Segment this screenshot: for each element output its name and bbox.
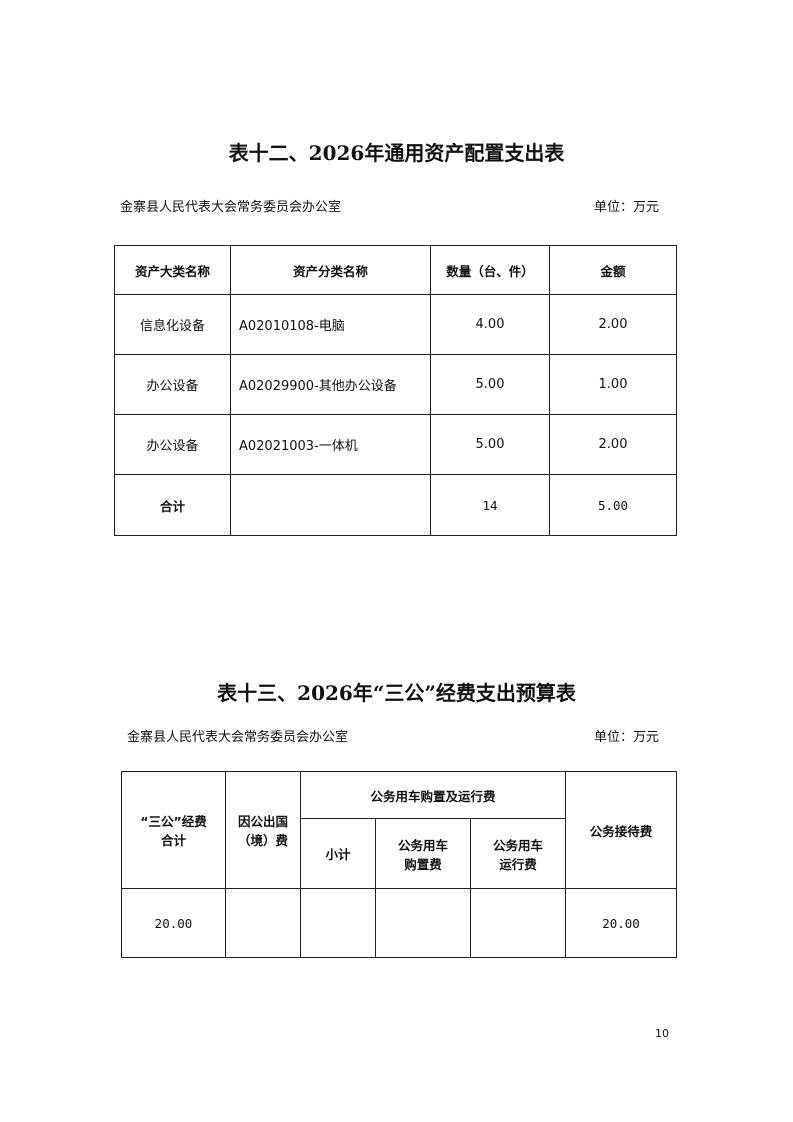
cell: A02029900-其他办公设备	[230, 354, 431, 415]
cell: A02021003-一体机	[230, 414, 431, 475]
table-subheader-row: 小计 公务用车购置费 公务用车运行费	[122, 818, 677, 889]
header-cell: 公务接待费	[565, 771, 678, 889]
cell: 20.00	[121, 888, 226, 958]
three-public-expense-table: “三公”经费合计 因公出国（境）费 公务用车购置及运行费 公务接待费 小计 公务…	[121, 771, 678, 958]
cell: 14	[430, 474, 550, 536]
table-header-row: 资产大类名称 资产分类名称 数量（台、件） 金额	[114, 245, 677, 295]
asset-table: 资产大类名称 资产分类名称 数量（台、件） 金额 信息化设备 A02010108…	[114, 245, 677, 536]
table13-title: 表十三、2026年“三公”经费支出预算表	[217, 681, 576, 705]
table-row: 20.00 20.00	[121, 888, 678, 958]
table13-unit: 单位：万元	[594, 730, 660, 745]
header-cell: 公务用车购置费	[375, 818, 471, 889]
cell: 办公设备	[114, 414, 231, 475]
cell	[375, 888, 471, 958]
cell: 2.00	[549, 414, 677, 475]
cell: 1.00	[549, 354, 677, 415]
table-row: 办公设备 A02021003-一体机 5.00 2.00	[114, 414, 677, 475]
table12-org: 金寨县人民代表大会常务委员会办公室	[120, 200, 342, 215]
header-cell: 数量（台、件）	[430, 245, 550, 295]
cell: 办公设备	[114, 354, 231, 415]
header-cell: 资产大类名称	[114, 245, 231, 295]
table-row: 办公设备 A02029900-其他办公设备 5.00 1.00	[114, 354, 677, 415]
header-cell: 因公出国（境）费	[225, 771, 301, 889]
table12-unit: 单位：万元	[594, 200, 660, 215]
cell: A02010108-电脑	[230, 294, 431, 355]
cell	[230, 474, 431, 536]
header-cell: 小计	[300, 818, 376, 889]
page-number: 10	[655, 1027, 669, 1040]
cell: 4.00	[430, 294, 550, 355]
header-cell: “三公”经费合计	[121, 771, 226, 889]
header-cell: 金额	[549, 245, 677, 295]
cell: 5.00	[549, 474, 677, 536]
total-row: 合计 14 5.00	[114, 474, 677, 536]
cell	[469, 888, 567, 958]
cell: 20.00	[565, 888, 678, 958]
cell	[225, 888, 301, 958]
cell: 2.00	[549, 294, 677, 355]
header-cell: 公务用车购置及运行费	[299, 771, 567, 819]
header-cell: 公务用车运行费	[469, 818, 567, 889]
cell: 5.00	[430, 414, 550, 475]
table-row: 信息化设备 A02010108-电脑 4.00 2.00	[114, 294, 677, 355]
table13-org: 金寨县人民代表大会常务委员会办公室	[127, 730, 349, 745]
table-header-row: “三公”经费合计 因公出国（境）费 公务用车购置及运行费 公务接待费	[121, 771, 678, 889]
cell	[300, 888, 376, 958]
table12-title: 表十二、2026年通用资产配置支出表	[228, 141, 565, 165]
cell: 合计	[114, 474, 231, 536]
cell: 信息化设备	[114, 294, 231, 355]
cell: 5.00	[430, 354, 550, 415]
header-cell: 资产分类名称	[230, 245, 431, 295]
